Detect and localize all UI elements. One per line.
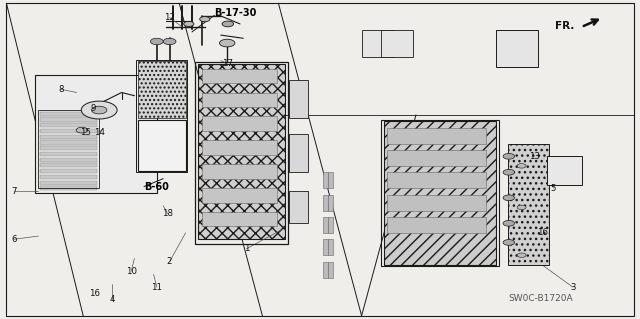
Bar [40, 146, 97, 150]
Circle shape [220, 39, 235, 47]
Text: 8: 8 [58, 85, 63, 94]
Bar [323, 172, 328, 188]
Text: FR.: FR. [556, 21, 575, 31]
Bar [323, 217, 328, 233]
Bar [381, 120, 499, 266]
Bar [328, 239, 333, 255]
Circle shape [503, 169, 515, 175]
Bar [38, 110, 99, 188]
Bar [384, 121, 496, 265]
Bar [202, 93, 277, 107]
Text: 14: 14 [93, 128, 105, 137]
Bar [40, 181, 97, 185]
Text: 3: 3 [570, 283, 575, 292]
Bar [40, 129, 97, 133]
Bar [40, 140, 97, 145]
Bar [328, 217, 333, 233]
Bar [40, 117, 97, 122]
Bar [40, 186, 97, 190]
Bar [328, 195, 333, 211]
Bar [323, 262, 328, 278]
Bar [40, 112, 97, 116]
Bar [508, 144, 549, 265]
Circle shape [184, 21, 194, 26]
Text: 16: 16 [89, 289, 100, 298]
Bar [328, 262, 333, 278]
Circle shape [81, 101, 117, 119]
Text: 1: 1 [244, 244, 249, 253]
Text: 18: 18 [162, 209, 173, 218]
Bar [40, 152, 97, 156]
Text: 2: 2 [167, 257, 172, 266]
Bar [323, 239, 328, 255]
Bar [496, 30, 538, 67]
Bar [323, 195, 328, 211]
Circle shape [163, 38, 176, 45]
Text: 4: 4 [109, 295, 115, 304]
Text: 11: 11 [151, 283, 163, 292]
Bar [40, 163, 97, 167]
Text: SW0C-B1720A: SW0C-B1720A [509, 294, 573, 303]
Bar [202, 140, 277, 155]
Bar [198, 64, 285, 239]
Bar [387, 172, 486, 188]
Circle shape [503, 153, 515, 159]
Text: 7: 7 [12, 187, 17, 196]
Bar [387, 128, 486, 144]
Circle shape [503, 240, 515, 245]
Bar [138, 120, 186, 171]
Circle shape [517, 164, 526, 168]
Bar [138, 61, 186, 118]
Bar [547, 156, 582, 185]
Text: 16: 16 [536, 228, 548, 237]
Bar [387, 217, 486, 233]
Bar [40, 135, 97, 139]
Circle shape [222, 21, 234, 27]
Text: 12: 12 [164, 13, 175, 22]
Circle shape [200, 17, 210, 22]
Bar [202, 164, 277, 179]
Text: 15: 15 [79, 128, 91, 137]
Text: 5: 5 [551, 184, 556, 193]
Text: 17: 17 [221, 59, 233, 68]
Circle shape [150, 38, 163, 45]
Circle shape [92, 106, 107, 114]
Text: 9: 9 [90, 104, 95, 113]
Bar [35, 75, 157, 193]
Circle shape [517, 205, 526, 210]
Text: B-60: B-60 [144, 182, 169, 192]
Bar [40, 123, 97, 127]
Bar [289, 134, 308, 172]
Bar [40, 158, 97, 162]
Bar [40, 169, 97, 173]
Bar [328, 172, 333, 188]
Text: 13: 13 [529, 152, 540, 161]
Bar [136, 60, 187, 172]
Bar [40, 175, 97, 179]
Bar [289, 80, 308, 118]
Bar [289, 191, 308, 223]
Text: B-17-30: B-17-30 [214, 8, 257, 18]
Bar [202, 116, 277, 131]
Circle shape [503, 220, 515, 226]
Circle shape [503, 195, 515, 201]
Bar [202, 69, 277, 83]
Bar [202, 188, 277, 203]
Bar [387, 195, 486, 211]
Bar [202, 212, 277, 226]
Circle shape [517, 253, 526, 257]
Circle shape [76, 127, 88, 133]
Bar [387, 150, 486, 166]
Text: 6: 6 [12, 235, 17, 244]
Text: 10: 10 [125, 267, 137, 276]
Bar [195, 62, 288, 244]
Bar [362, 30, 394, 57]
Bar [381, 30, 413, 57]
